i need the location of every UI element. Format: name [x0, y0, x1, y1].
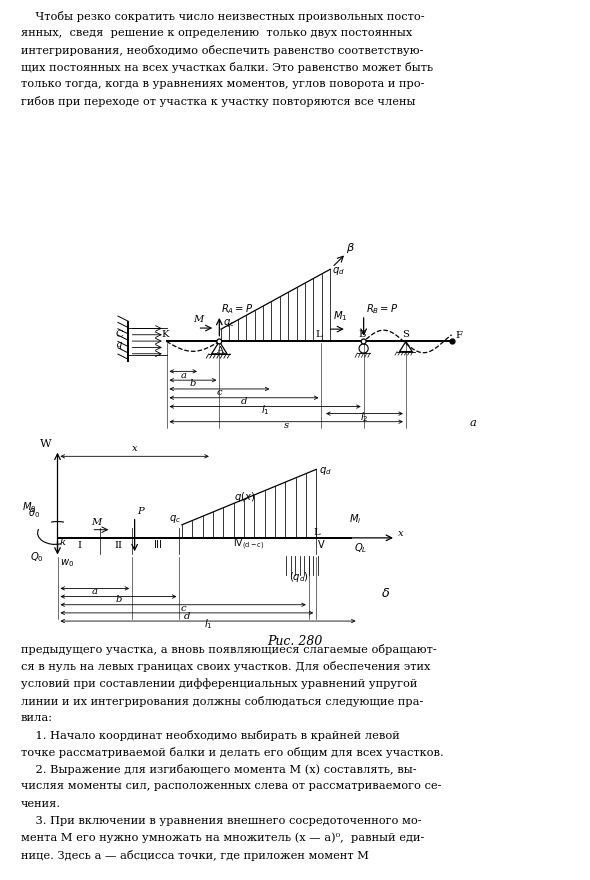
Text: мента М его нужно умножать на множитель (х — а)⁰,  равный еди-: мента М его нужно умножать на множитель …: [21, 832, 424, 844]
Text: $R_A=P$: $R_A=P$: [221, 303, 254, 317]
Text: $l_1$: $l_1$: [204, 618, 212, 631]
Text: 2. Выражение для изгибающего момента М (х) составлять, вы-: 2. Выражение для изгибающего момента М (…: [21, 764, 417, 775]
Text: $l_2$: $l_2$: [360, 411, 369, 424]
Text: $\theta_0$: $\theta_0$: [28, 507, 40, 520]
Text: 3. При включении в уравнения внешнего сосредоточенного мо-: 3. При включении в уравнения внешнего со…: [21, 816, 421, 825]
Text: Чтобы резко сократить число неизвестных произвольных посто-: Чтобы резко сократить число неизвестных …: [21, 11, 424, 21]
Text: вила:: вила:: [21, 713, 53, 722]
Text: линии и их интегрирования должны соблюдаться следующие пра-: линии и их интегрирования должны соблюда…: [21, 695, 423, 707]
Text: $\beta$: $\beta$: [346, 241, 355, 255]
Text: $R_B=P$: $R_B=P$: [366, 303, 398, 317]
Text: b: b: [190, 379, 196, 388]
Text: Рис. 280: Рис. 280: [267, 635, 323, 649]
Text: $(q_d)$: $(q_d)$: [289, 570, 309, 584]
Text: W: W: [40, 439, 52, 449]
Text: q: q: [116, 340, 122, 348]
Text: K: K: [161, 330, 169, 339]
Text: $q_c$: $q_c$: [169, 513, 181, 524]
Text: $q_c$: $q_c$: [223, 317, 235, 328]
Text: L: L: [314, 528, 320, 537]
Text: c: c: [217, 388, 222, 397]
Text: d: d: [241, 397, 247, 406]
Text: $M_0$: $M_0$: [22, 500, 37, 514]
Text: $Q_L$: $Q_L$: [353, 541, 367, 555]
Text: P: P: [137, 508, 145, 517]
Text: c: c: [181, 604, 186, 612]
Text: M: M: [193, 315, 203, 324]
Text: условий при составлении дифференциальных уравнений упругой: условий при составлении дифференциальных…: [21, 678, 417, 689]
Text: a: a: [180, 370, 186, 379]
Text: s: s: [284, 421, 289, 430]
Text: только тогда, когда в уравнениях моментов, углов поворота и про-: только тогда, когда в уравнениях моменто…: [21, 79, 424, 89]
Text: x: x: [132, 444, 137, 453]
Text: $q_d$: $q_d$: [319, 465, 332, 477]
Text: предыдущего участка, а вновь появляющиеся слагаемые обращают-: предыдущего участка, а вновь появляющиес…: [21, 644, 437, 655]
Text: щих постоянных на всех участках балки. Это равенство может быть: щих постоянных на всех участках балки. Э…: [21, 62, 433, 73]
Text: 1. Начало координат необходимо выбирать в крайней левой: 1. Начало координат необходимо выбирать …: [21, 730, 399, 741]
Text: $q(x)$: $q(x)$: [234, 490, 255, 504]
Text: $M_1$: $M_1$: [333, 310, 347, 324]
Text: нице. Здесь а — абсцисса точки, где приложен момент М: нице. Здесь а — абсцисса точки, где прил…: [21, 850, 369, 861]
Circle shape: [361, 339, 366, 344]
Text: F: F: [455, 331, 462, 340]
Text: $Q_0$: $Q_0$: [30, 551, 44, 564]
Text: L: L: [315, 330, 322, 339]
Text: $\delta$: $\delta$: [381, 587, 390, 599]
Text: $\overline{\rm IV}_{(d-c)}$: $\overline{\rm IV}_{(d-c)}$: [234, 536, 265, 554]
Text: a: a: [92, 587, 98, 597]
Text: $w_0$: $w_0$: [60, 558, 74, 569]
Text: B: B: [358, 330, 366, 339]
Text: числяя моменты сил, расположенных слева от рассматриваемого се-: числяя моменты сил, расположенных слева …: [21, 781, 441, 791]
Text: точке рассматриваемой балки и делать его общим для всех участков.: точке рассматриваемой балки и делать его…: [21, 747, 444, 758]
Text: чения.: чения.: [21, 799, 61, 809]
Text: b: b: [115, 596, 122, 605]
Text: C: C: [116, 330, 123, 339]
Text: $M_i$: $M_i$: [349, 512, 361, 526]
Text: интегрирования, необходимо обеспечить равенство соответствую-: интегрирования, необходимо обеспечить ра…: [21, 45, 423, 55]
Text: $q_d$: $q_d$: [332, 265, 345, 277]
Text: I: I: [78, 541, 82, 550]
Text: II: II: [114, 541, 123, 550]
Text: $\overline{\rm III}$: $\overline{\rm III}$: [153, 536, 163, 551]
Text: a: a: [469, 418, 476, 428]
Text: янных,  сведя  решение к определению  только двух постоянных: янных, сведя решение к определению тольк…: [21, 27, 412, 38]
Text: A: A: [217, 346, 224, 355]
Text: x: x: [398, 529, 404, 539]
Circle shape: [217, 339, 222, 344]
Text: гибов при переходе от участка к участку повторяются все члены: гибов при переходе от участка к участку …: [21, 96, 415, 107]
Text: S: S: [402, 330, 409, 339]
Text: k: k: [60, 538, 65, 547]
Text: ся в нуль на левых границах своих участков. Для обеспечения этих: ся в нуль на левых границах своих участк…: [21, 662, 430, 672]
Text: M: M: [91, 518, 101, 527]
Text: d: d: [183, 612, 190, 620]
Text: $l_1$: $l_1$: [261, 404, 270, 417]
Text: $\overline{\rm V}$: $\overline{\rm V}$: [317, 536, 326, 551]
